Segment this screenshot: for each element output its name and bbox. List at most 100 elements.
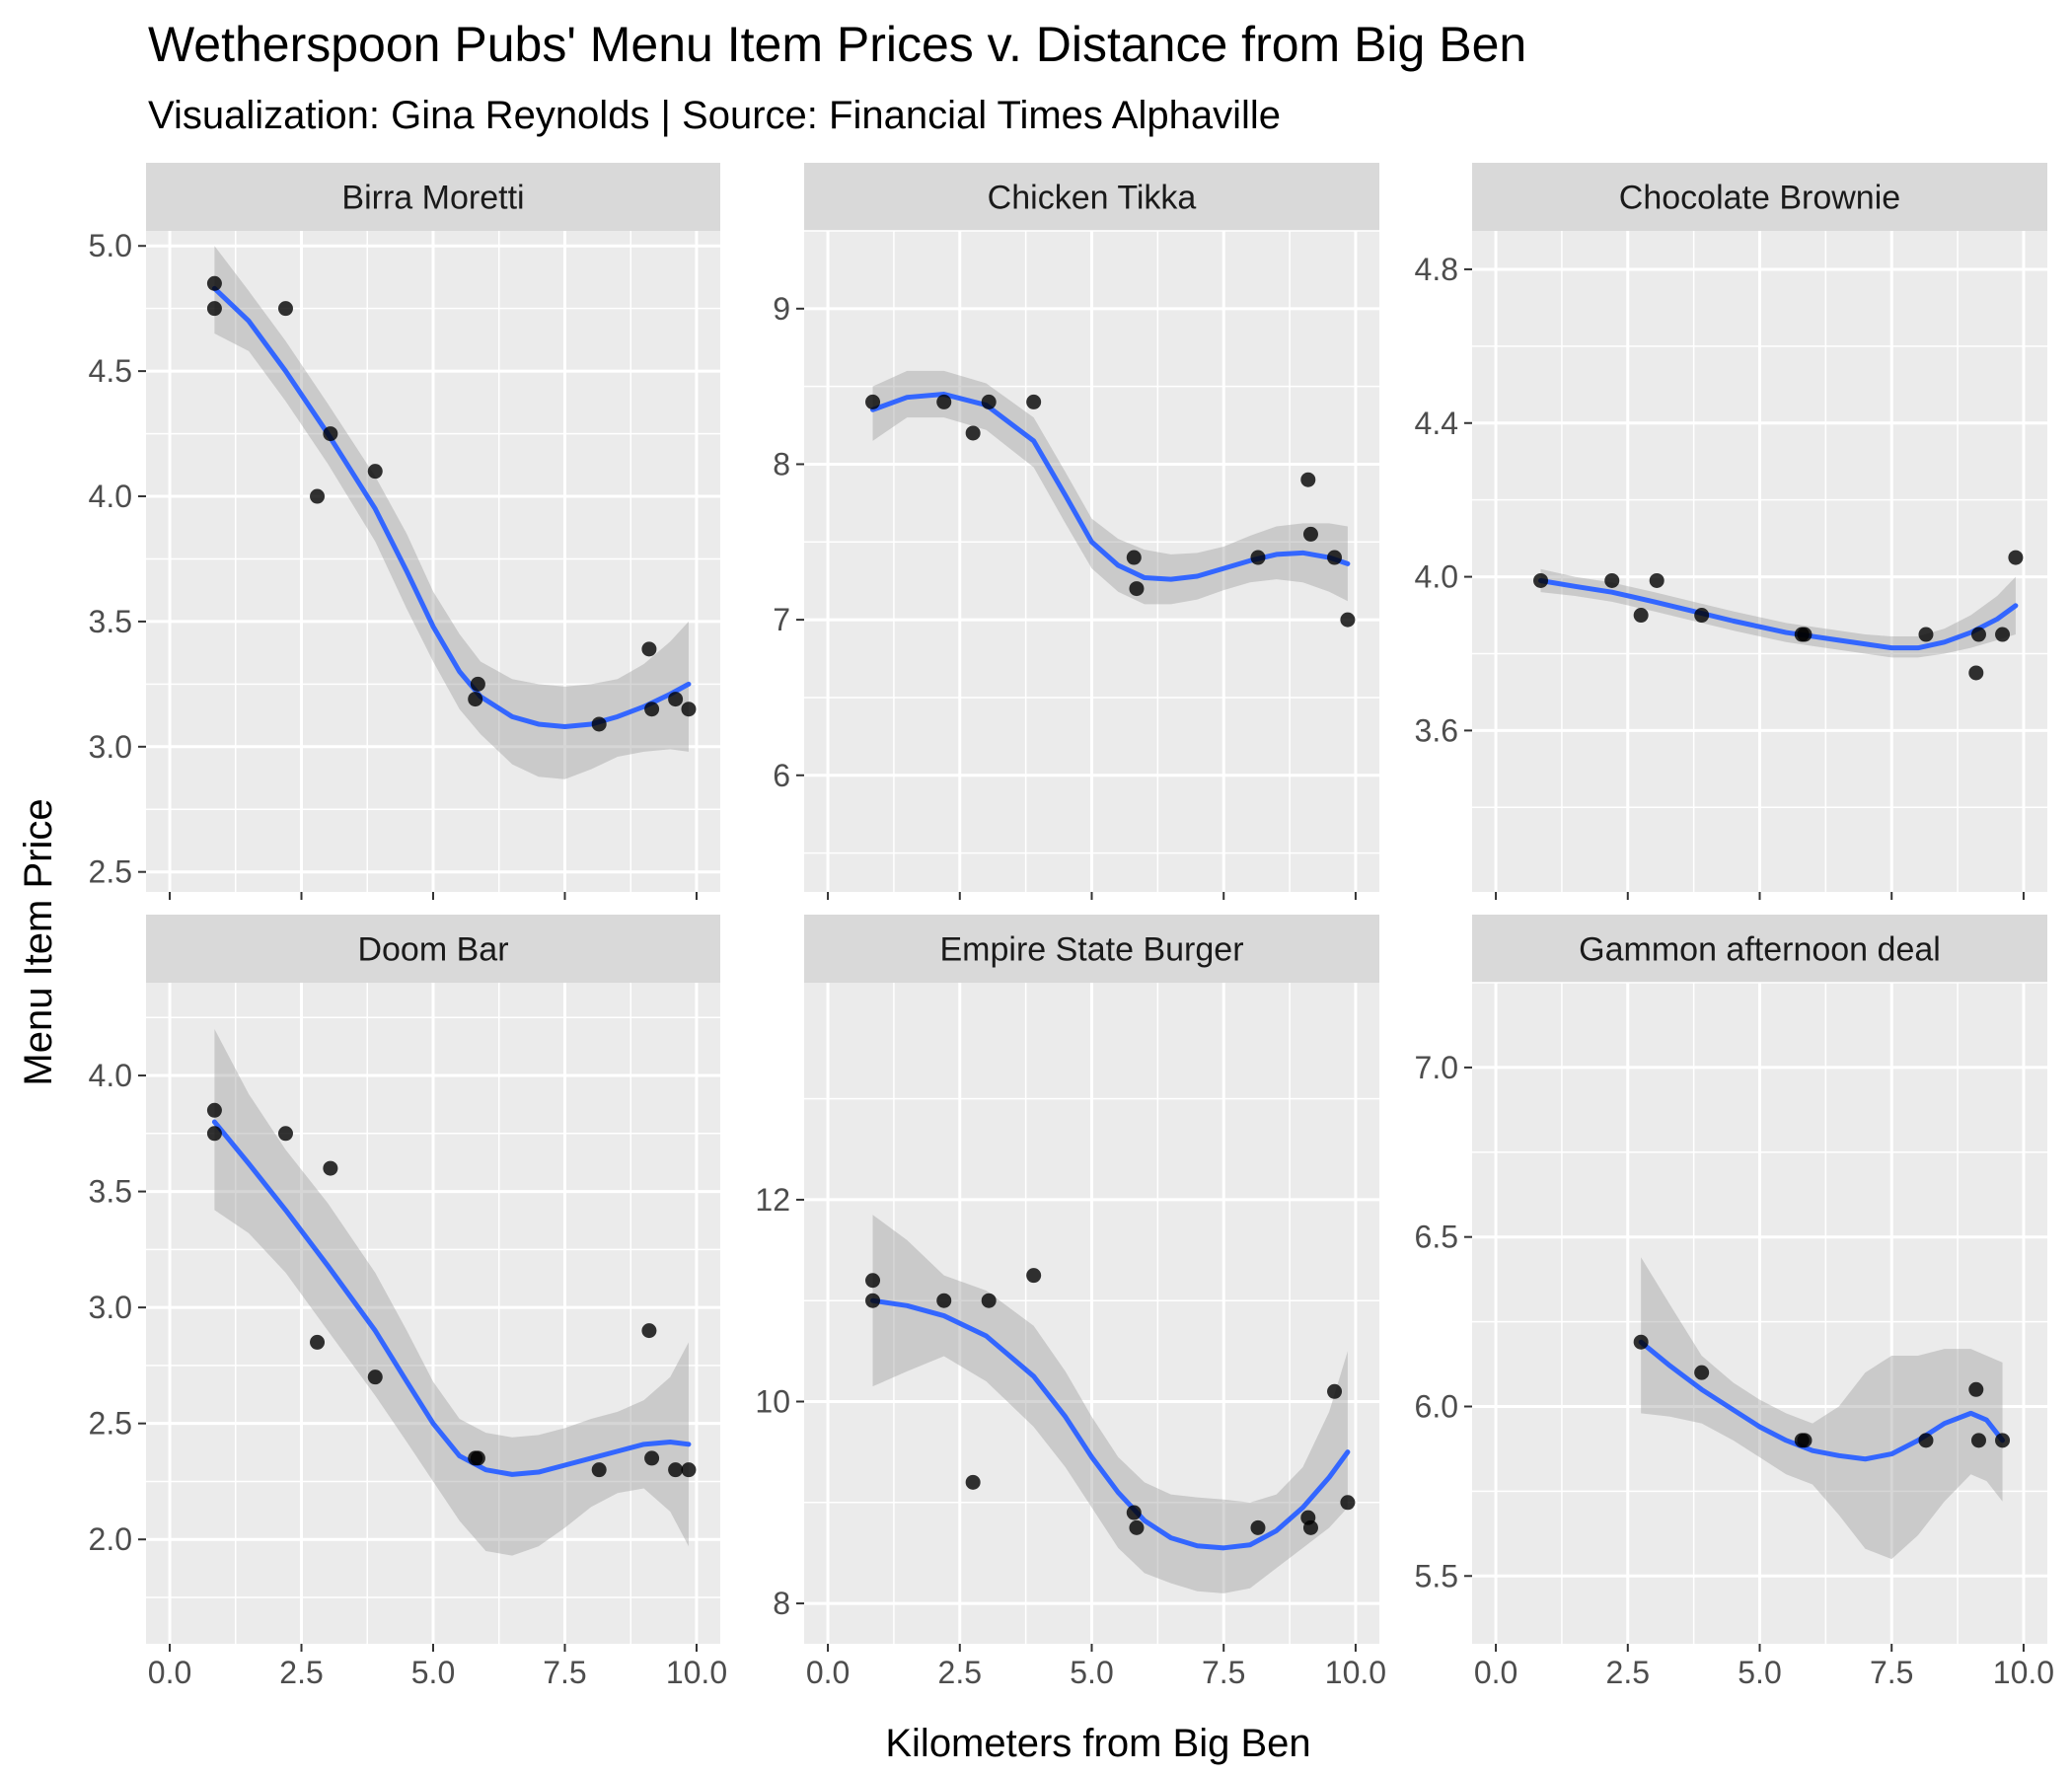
y-tick-label: 10: [755, 1384, 790, 1420]
data-point: [277, 1126, 293, 1142]
y-tick-label: 3.5: [89, 1174, 132, 1210]
data-point: [1129, 581, 1145, 597]
data-point: [668, 692, 684, 707]
data-point: [323, 1160, 338, 1176]
y-tick-label: 3.6: [1415, 712, 1458, 748]
data-point: [277, 301, 293, 317]
data-point: [1340, 1495, 1356, 1511]
x-tick-label: 5.0: [1738, 1655, 1781, 1690]
data-point: [865, 1273, 881, 1289]
confidence-band: [872, 1215, 1348, 1593]
y-tick-label: 4.0: [1415, 559, 1458, 595]
x-tick-label: 2.5: [279, 1655, 323, 1690]
facet-label: Doom Bar: [357, 931, 508, 969]
data-point: [206, 275, 222, 291]
data-point: [936, 1293, 952, 1308]
facet-panel: Doom Bar 2.0 2.5 3.0 3.5 4.0 0.0 2.5 5.0 7.5 10.0: [89, 915, 727, 1690]
y-tick-label: 4.5: [89, 353, 132, 389]
smooth-line: [211, 1119, 692, 1477]
data-point: [965, 425, 981, 441]
data-point: [1026, 394, 1042, 409]
y-tick-label: 4.0: [89, 479, 132, 514]
facet-label: Birra Moretti: [341, 180, 524, 217]
chart-title: Wetherspoon Pubs' Menu Item Prices v. Di…: [148, 17, 1526, 72]
facet-panel: Chicken Tikka 6 7 8 9: [773, 163, 1379, 900]
facet-label: Chicken Tikka: [988, 180, 1197, 217]
data-point: [681, 1462, 697, 1478]
facet-strip: [1472, 915, 2047, 983]
data-point: [681, 702, 697, 717]
facet-strip: [804, 915, 1379, 983]
y-tick-label: 3.5: [89, 604, 132, 639]
data-point: [1918, 627, 1934, 642]
y-tick-label: 3.0: [89, 1290, 132, 1325]
x-axis-title: Kilometers from Big Ben: [885, 1722, 1310, 1765]
data-point: [1633, 1334, 1649, 1350]
x-tick-label: 7.5: [1202, 1655, 1245, 1690]
data-point: [1970, 627, 1986, 642]
x-tick-label: 0.0: [148, 1655, 191, 1690]
data-point: [1126, 550, 1142, 565]
y-tick-label: 2.5: [89, 854, 132, 890]
confidence-band: [214, 1029, 689, 1556]
data-point: [367, 464, 383, 480]
data-point: [1340, 612, 1356, 628]
y-tick-label: 3.0: [89, 729, 132, 765]
y-tick-label: 8: [773, 1586, 790, 1621]
facet-label: Gammon afternoon deal: [1579, 931, 1941, 969]
data-point: [936, 394, 952, 409]
y-tick-label: 4.8: [1415, 252, 1458, 287]
chart-subtitle: Visualization: Gina Reynolds | Source: F…: [148, 94, 1281, 137]
facet-strip: [146, 163, 720, 231]
data-point: [2008, 550, 2024, 565]
x-tick-label: 10.0: [666, 1655, 727, 1690]
facet-panel: Gammon afternoon deal 5.5 6.0 6.5 7.0 0.0 2.5 5…: [1415, 915, 2054, 1690]
data-point: [1694, 608, 1710, 624]
data-point: [323, 426, 338, 442]
data-point: [1250, 550, 1266, 565]
y-tick-label: 12: [755, 1182, 790, 1218]
data-point: [644, 1450, 660, 1466]
data-point: [1026, 1268, 1042, 1284]
x-tick-label: 2.5: [1606, 1655, 1650, 1690]
confidence-band: [1641, 1257, 2003, 1560]
data-point: [865, 1293, 881, 1308]
data-point: [1300, 472, 1316, 487]
data-point: [591, 716, 607, 732]
data-point: [668, 1462, 684, 1478]
data-point: [367, 1369, 383, 1385]
y-tick-label: 4.4: [1415, 406, 1458, 441]
y-tick-label: 2.5: [89, 1406, 132, 1442]
y-tick-label: 8: [773, 446, 790, 481]
data-point: [1327, 1383, 1343, 1399]
y-tick-label: 6.5: [1415, 1220, 1458, 1255]
data-point: [1250, 1519, 1266, 1535]
data-point: [981, 394, 997, 409]
data-point: [1649, 572, 1665, 588]
y-tick-label: 5.5: [1415, 1558, 1458, 1593]
data-point: [641, 641, 657, 657]
y-tick-label: 7: [773, 602, 790, 637]
confidence-band: [872, 370, 1348, 605]
confidence-band: [214, 246, 689, 779]
y-tick-label: 7.0: [1415, 1050, 1458, 1085]
data-point: [310, 1334, 326, 1350]
y-tick-label: 5.0: [89, 228, 132, 263]
facet-panel: Empire State Burger 8 10 12 0.0 2.5 5.0 7.5 10.0: [755, 915, 1386, 1690]
x-tick-label: 0.0: [1474, 1655, 1517, 1690]
data-point: [1604, 572, 1620, 588]
data-point: [1129, 1519, 1145, 1535]
y-tick-label: 4.0: [89, 1058, 132, 1093]
data-point: [468, 1450, 483, 1466]
data-point: [1327, 550, 1343, 565]
smooth-line: [870, 392, 1351, 582]
data-point: [965, 1474, 981, 1490]
data-point: [1302, 1519, 1318, 1535]
data-point: [1995, 627, 2011, 642]
data-point: [981, 1293, 997, 1308]
data-point: [1633, 608, 1649, 624]
data-point: [1797, 627, 1813, 642]
x-tick-label: 5.0: [1070, 1655, 1113, 1690]
data-point: [310, 488, 326, 504]
